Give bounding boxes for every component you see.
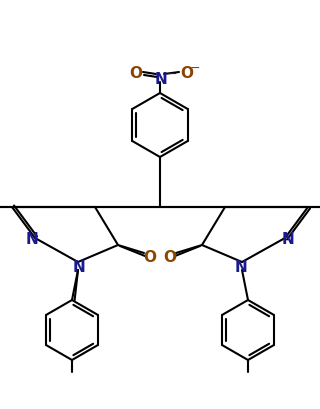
Text: N: N (26, 232, 38, 247)
Text: N: N (235, 259, 247, 274)
Text: O: O (130, 65, 142, 81)
Text: N: N (73, 259, 85, 274)
Text: O: O (143, 249, 156, 265)
Text: O: O (180, 65, 194, 81)
Text: N: N (282, 232, 294, 247)
Text: −: − (190, 61, 200, 74)
Text: N: N (155, 72, 167, 86)
Text: −: − (167, 67, 178, 81)
Text: O: O (164, 249, 177, 265)
